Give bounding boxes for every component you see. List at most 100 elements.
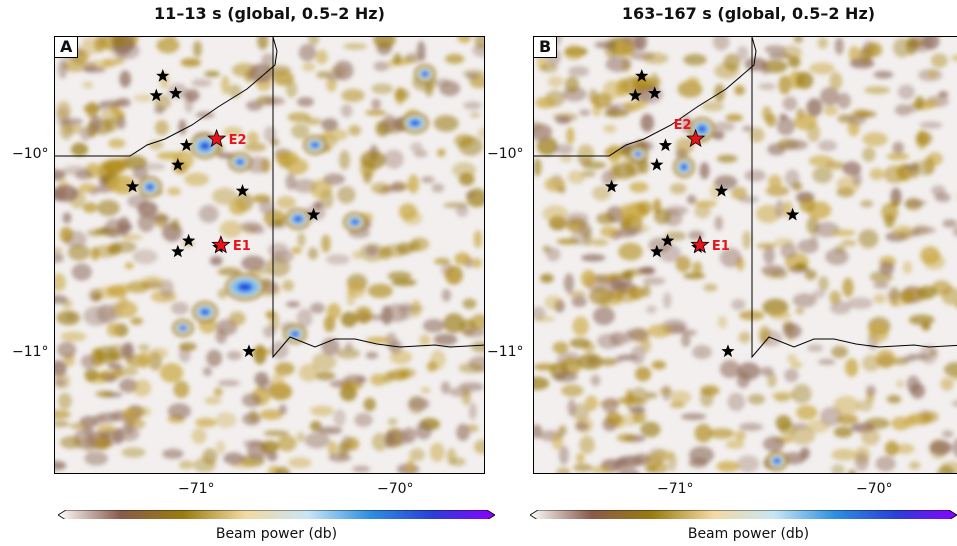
- power-blob: [903, 164, 920, 171]
- power-blob: [929, 440, 953, 455]
- power-blob: [352, 250, 363, 260]
- station-star: [171, 244, 185, 258]
- station-star: [149, 88, 163, 102]
- event-star-e2: [686, 128, 706, 148]
- power-blob: [614, 41, 635, 57]
- power-blob: [415, 422, 432, 440]
- map-panel-a[interactable]: E2 E1 A: [54, 36, 485, 474]
- power-blob: [326, 254, 350, 265]
- power-blob: [771, 391, 796, 400]
- power-blob: [736, 45, 749, 61]
- power-blob: [202, 448, 218, 465]
- power-blob: [769, 311, 792, 320]
- power-blob: [115, 366, 139, 377]
- power-blob: [793, 37, 803, 43]
- power-blob: [95, 390, 114, 398]
- event-star-e1: [211, 235, 231, 254]
- power-blob: [310, 179, 333, 199]
- power-blob: [576, 453, 585, 464]
- station-star: [604, 179, 619, 193]
- power-blob: [454, 252, 471, 266]
- power-blob: [557, 186, 566, 194]
- power-blob: [84, 368, 99, 382]
- power-blob: [110, 175, 136, 195]
- power-blob: [775, 199, 785, 218]
- power-blob: [792, 293, 817, 308]
- power-blob: [179, 460, 194, 470]
- power-blob: [944, 362, 957, 378]
- power-blob: [267, 242, 289, 258]
- power-blob: [559, 445, 569, 465]
- power-blob: [535, 97, 557, 109]
- power-blob: [700, 385, 720, 396]
- power-blob: [664, 205, 689, 216]
- power-blob: [873, 281, 890, 289]
- station-star: [714, 184, 729, 197]
- power-blob: [326, 303, 341, 320]
- power-blob: [736, 455, 760, 473]
- power-blob: [312, 352, 337, 371]
- colorbar-a-label: Beam power (db): [215, 526, 338, 542]
- power-blob: [768, 174, 782, 189]
- power-blob: [437, 148, 446, 157]
- power-blob: [719, 360, 741, 379]
- power-blob: [71, 142, 88, 157]
- power-blob: [632, 411, 646, 424]
- power-blob: [471, 257, 482, 269]
- power-blob: [627, 328, 648, 341]
- power-blob: [701, 101, 724, 112]
- map-panel-b[interactable]: E2 E1 B: [533, 36, 957, 474]
- power-blob: [927, 70, 938, 78]
- power-blob: [897, 84, 915, 100]
- power-blob: [640, 421, 661, 438]
- power-blob: [915, 226, 936, 234]
- power-blob: [780, 242, 797, 259]
- power-blob: [421, 176, 435, 184]
- power-blob: [616, 433, 637, 443]
- power-blob: [335, 348, 361, 359]
- power-blob: [156, 37, 180, 54]
- power-blob: [215, 412, 237, 428]
- panel-b-letter: B: [534, 37, 558, 58]
- power-blob: [651, 360, 666, 370]
- power-blob: [605, 411, 622, 426]
- station-star: [242, 344, 256, 358]
- hotspot-core: [237, 282, 253, 292]
- power-blob: [886, 288, 902, 301]
- power-blob: [106, 322, 120, 337]
- station-star: [721, 344, 735, 358]
- power-blob: [304, 432, 330, 449]
- power-blob: [213, 387, 223, 397]
- power-blob: [783, 323, 802, 339]
- power-blob: [675, 137, 694, 155]
- power-blob: [642, 277, 666, 286]
- power-blob: [646, 305, 657, 314]
- power-blob: [261, 280, 279, 294]
- power-blob: [890, 200, 900, 207]
- power-blob: [916, 131, 933, 146]
- power-blob: [653, 208, 672, 225]
- power-blob: [87, 229, 102, 237]
- station-star: [650, 244, 664, 258]
- power-blob: [625, 160, 643, 177]
- power-blob: [296, 308, 313, 328]
- power-blob: [812, 290, 826, 299]
- power-blob: [387, 418, 398, 426]
- power-blob: [694, 200, 717, 208]
- power-blob: [226, 350, 242, 361]
- hotspot-core: [180, 326, 186, 330]
- power-blob: [892, 141, 904, 154]
- power-blob: [389, 350, 412, 365]
- power-blob: [411, 300, 422, 317]
- power-blob: [563, 273, 575, 293]
- power-blob: [296, 97, 314, 107]
- power-blob: [461, 389, 472, 406]
- power-blob: [791, 181, 803, 191]
- power-blob: [408, 397, 430, 411]
- power-blob: [167, 403, 191, 420]
- power-blob: [274, 466, 291, 473]
- power-blob: [286, 301, 301, 308]
- power-blob: [243, 440, 263, 448]
- power-blob: [162, 448, 184, 459]
- power-blob: [441, 288, 452, 302]
